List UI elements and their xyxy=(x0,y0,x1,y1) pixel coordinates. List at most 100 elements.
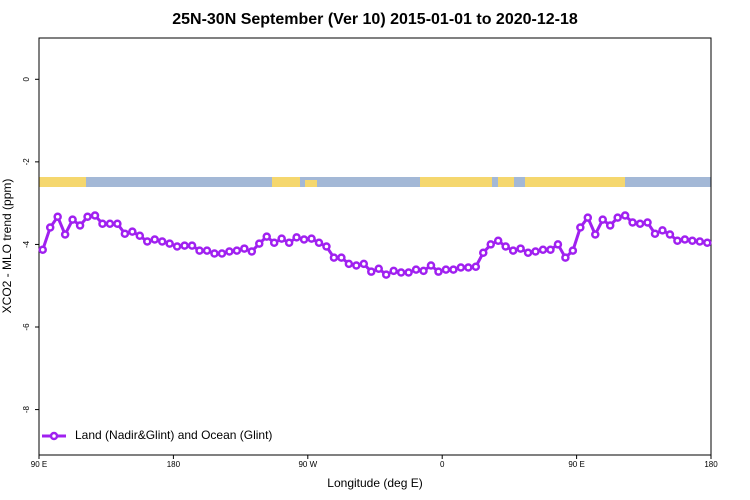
data-point xyxy=(113,219,122,229)
y-tick-label: -8 xyxy=(22,405,31,413)
data-point xyxy=(464,263,473,272)
data-point xyxy=(591,230,600,239)
data-point xyxy=(90,211,100,220)
data-point xyxy=(426,261,436,270)
data-point xyxy=(404,268,413,277)
data-point xyxy=(262,232,271,241)
data-point xyxy=(135,231,145,241)
data-point xyxy=(232,246,242,255)
data-point xyxy=(516,244,525,253)
data-point xyxy=(157,237,167,246)
data-point xyxy=(128,227,137,236)
data-point xyxy=(120,229,130,238)
data-point xyxy=(60,230,70,239)
data-point xyxy=(255,239,264,248)
data-point xyxy=(269,238,279,248)
y-tick-label: -6 xyxy=(22,323,31,331)
data-point xyxy=(650,229,660,238)
x-axis-label: Longitude (deg E) xyxy=(327,476,422,490)
data-point xyxy=(180,241,189,250)
data-point xyxy=(322,242,331,251)
x-tick-label: 180 xyxy=(167,460,181,469)
data-point xyxy=(434,267,443,276)
data-point xyxy=(658,226,667,235)
data-point xyxy=(538,245,548,255)
data-point xyxy=(359,259,369,269)
x-tick-label: 0 xyxy=(440,460,445,469)
data-point xyxy=(643,218,652,227)
data-point xyxy=(523,248,533,257)
data-point xyxy=(479,248,488,257)
data-point xyxy=(620,211,630,220)
data-point xyxy=(441,265,451,274)
data-point xyxy=(38,245,47,255)
data-point xyxy=(143,237,152,246)
data-point xyxy=(389,266,398,276)
data-point xyxy=(605,221,615,230)
data-point xyxy=(367,267,376,276)
data-point xyxy=(210,249,219,258)
data-point xyxy=(53,212,62,222)
data-point xyxy=(83,212,92,222)
data-point xyxy=(98,219,107,229)
data-point xyxy=(45,223,55,232)
data-point xyxy=(292,233,301,242)
data-point xyxy=(598,215,607,224)
data-point xyxy=(583,213,593,222)
data-point xyxy=(695,237,705,246)
data-point xyxy=(628,218,637,227)
data-point xyxy=(456,263,466,272)
data-point xyxy=(105,219,115,229)
data-point xyxy=(396,268,406,277)
data-point xyxy=(195,246,204,255)
data-point xyxy=(240,244,249,253)
land-ocean-strip xyxy=(39,177,711,187)
legend-marker xyxy=(49,431,59,441)
data-point xyxy=(531,247,540,256)
data-point xyxy=(374,264,383,274)
data-point xyxy=(471,262,481,271)
y-tick-label: -4 xyxy=(22,240,31,248)
data-point xyxy=(172,242,182,251)
data-point xyxy=(680,235,690,244)
x-tick-label: 180 xyxy=(704,460,718,469)
data-point xyxy=(352,261,361,270)
data-point xyxy=(314,238,324,248)
data-point xyxy=(576,223,585,232)
data-point xyxy=(673,236,682,245)
data-point xyxy=(703,238,712,248)
y-tick-label: -2 xyxy=(22,158,31,166)
data-point xyxy=(165,239,174,248)
data-point xyxy=(75,221,85,230)
data-point xyxy=(381,270,391,279)
x-tick-label: 90 E xyxy=(568,460,584,469)
data-point xyxy=(546,245,555,255)
legend-label: Land (Nadir&Glint) and Ocean (Glint) xyxy=(75,428,272,442)
data-point xyxy=(486,240,495,249)
data-point xyxy=(449,265,458,274)
data-point xyxy=(419,266,428,276)
data-point xyxy=(501,242,510,251)
plot-frame xyxy=(38,37,712,456)
data-point xyxy=(568,246,578,255)
data-point xyxy=(284,238,294,248)
data-point xyxy=(225,247,234,256)
x-tick-label: 90 E xyxy=(31,460,47,469)
data-point xyxy=(247,247,257,256)
data-point xyxy=(665,230,675,239)
data-point xyxy=(187,241,197,250)
data-point xyxy=(688,236,697,245)
data-point xyxy=(337,253,346,262)
data-point xyxy=(307,234,316,243)
chart-title: 25N-30N September (Ver 10) 2015-01-01 to… xyxy=(172,11,578,28)
data-point xyxy=(493,236,503,245)
data-point xyxy=(508,246,518,255)
data-point xyxy=(553,240,563,249)
data-point xyxy=(329,253,339,262)
data-point xyxy=(202,246,212,255)
x-tick-label: 90 W xyxy=(298,460,317,469)
y-axis-label: XCO2 - MLO trend (ppm) xyxy=(0,179,14,314)
data-point xyxy=(217,249,227,258)
data-point xyxy=(561,253,570,262)
